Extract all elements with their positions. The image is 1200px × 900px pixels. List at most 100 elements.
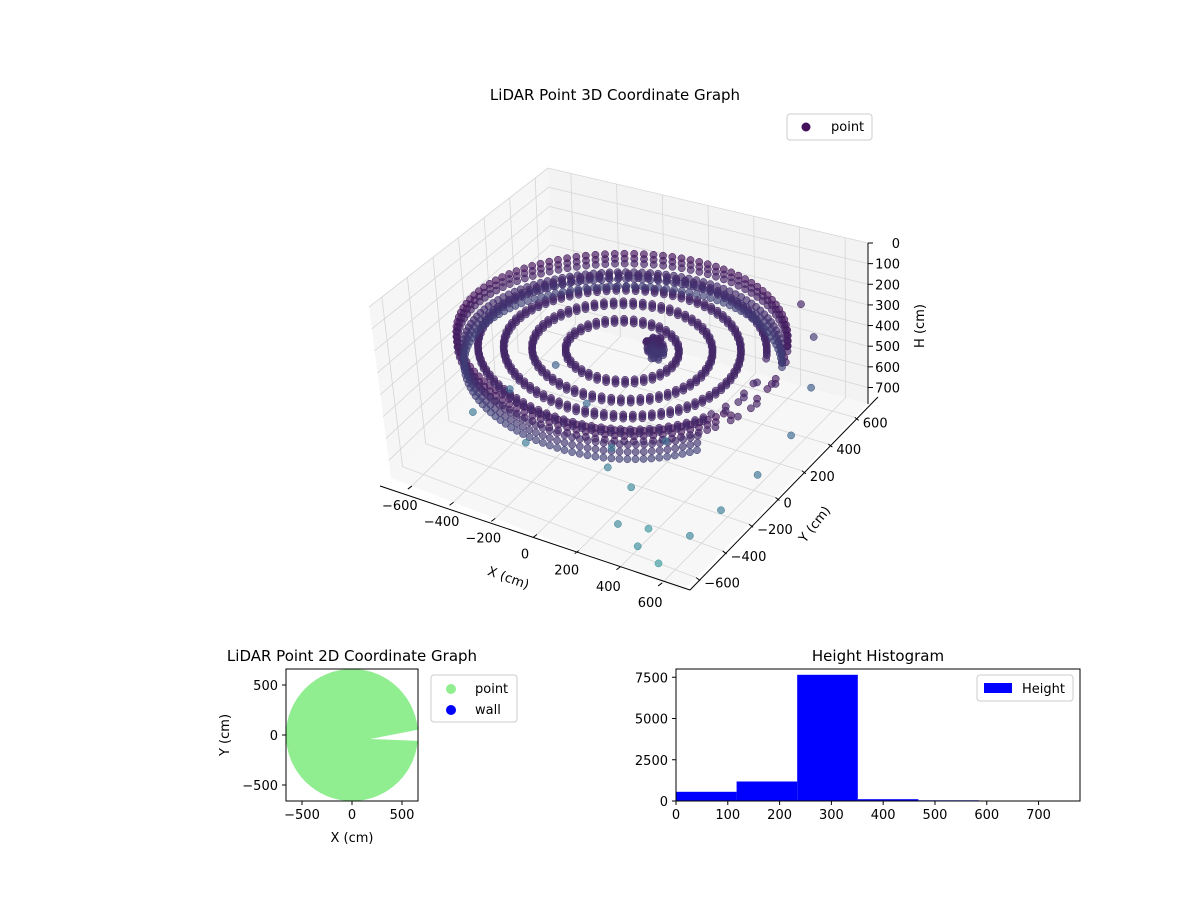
data-point [555, 382, 564, 390]
data-point [633, 542, 642, 551]
data-point [626, 398, 635, 407]
data-point [558, 280, 567, 289]
x-tick-mark [574, 550, 580, 555]
x-tick-label: 400 [596, 580, 621, 595]
data-point [711, 390, 720, 399]
data-point [572, 407, 580, 416]
data-point [706, 294, 715, 302]
data-point [654, 559, 663, 568]
grid-line-x [578, 216, 756, 551]
data-point [670, 285, 678, 294]
data-point [579, 392, 588, 401]
data-point [639, 321, 647, 329]
y-tick-mark [854, 416, 860, 421]
data-point [693, 300, 702, 308]
data-point [553, 444, 562, 452]
data-point [711, 423, 720, 432]
y-tick-label-hist: 7500 [635, 671, 668, 686]
data-point [685, 448, 694, 457]
data-point [663, 445, 672, 454]
data-point [722, 381, 731, 390]
data-point [598, 282, 606, 291]
data-point [664, 426, 673, 435]
data-point [601, 320, 610, 328]
data-point [554, 265, 563, 274]
data-point [719, 298, 728, 307]
data-point [591, 438, 600, 446]
data-point [606, 282, 614, 291]
z-tick-label: 200 [875, 278, 900, 293]
data-point [524, 297, 532, 305]
data-point [673, 424, 682, 433]
grid-line-y [406, 277, 723, 552]
data-point [611, 259, 619, 268]
data-point [589, 269, 598, 278]
data-point [655, 446, 664, 455]
data-point [576, 435, 584, 443]
data-point [620, 259, 629, 268]
data-point [539, 439, 547, 447]
y-tick-mark [801, 470, 807, 475]
data-point [615, 440, 624, 449]
x-axis-label-3d: X (cm) [485, 564, 531, 593]
grid-line-z [377, 225, 869, 374]
data-point [663, 452, 671, 461]
data-point [480, 293, 489, 302]
data-point [572, 307, 581, 316]
data-point [679, 435, 687, 444]
data-point [654, 276, 663, 285]
data-point [614, 275, 622, 283]
z-tick-label: 100 [875, 258, 900, 273]
data-point [747, 404, 755, 413]
x-tick-label-hist: 0 [672, 808, 680, 823]
y-tick-label-hist: 5000 [635, 713, 668, 728]
data-point [635, 429, 644, 438]
data-point [666, 410, 674, 419]
data-point [699, 285, 708, 293]
data-point [679, 386, 688, 395]
data-point [609, 301, 618, 310]
data-point [590, 411, 599, 420]
data-point [734, 398, 743, 406]
data-point [677, 294, 686, 303]
data-point [693, 439, 702, 447]
data-point [698, 327, 707, 335]
x-tick-mark [449, 501, 454, 506]
data-point [670, 278, 678, 287]
data-point [617, 398, 625, 407]
x-tick-label: −400 [424, 515, 460, 530]
data-point [553, 429, 561, 437]
data-point [597, 427, 605, 436]
data-point [543, 277, 552, 285]
data-point [646, 276, 655, 284]
x-tick-label-hist: 500 [923, 808, 948, 823]
z-tick-label: 400 [875, 320, 900, 335]
data-point [563, 404, 572, 413]
data-point [551, 282, 560, 291]
data-point [720, 275, 728, 284]
data-point [592, 321, 601, 330]
data-point [486, 290, 495, 298]
data-point [530, 287, 538, 296]
data-point [670, 451, 679, 460]
data-point [771, 380, 780, 388]
x-tick-label-2d: 0 [348, 808, 356, 823]
x-tick-mark [532, 534, 538, 538]
y-tick-label: −600 [704, 577, 740, 592]
data-point [545, 426, 554, 435]
data-point [727, 278, 736, 287]
y-tick-label-hist: 2500 [635, 754, 668, 769]
data-point [686, 531, 694, 540]
data-point [678, 442, 687, 451]
data-point [671, 437, 680, 445]
data-point [520, 274, 529, 283]
data-point [706, 280, 715, 288]
data-point [740, 393, 748, 402]
y-axis-label-2d: Y (cm) [218, 714, 233, 757]
x-tick-label: 200 [554, 564, 579, 579]
data-point [650, 289, 659, 297]
data-point [512, 412, 521, 420]
data-point [492, 286, 501, 295]
data-point [577, 327, 585, 336]
data-point [669, 271, 678, 280]
